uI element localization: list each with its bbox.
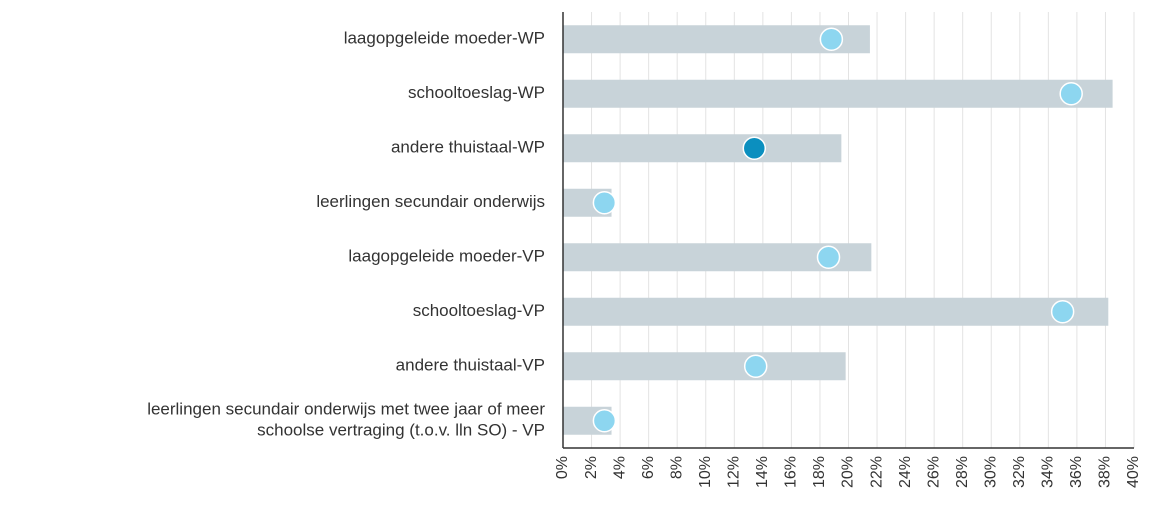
x-tick-label: 2%	[583, 456, 600, 479]
y-tick-label: schooltoeslag-VP	[413, 301, 545, 320]
x-tick-label: 38%	[1097, 456, 1114, 488]
x-tick-label: 30%	[982, 456, 999, 488]
y-tick-label: andere thuistaal-WP	[391, 138, 545, 157]
x-tick-label: 4%	[611, 456, 628, 479]
x-tick-label: 14%	[754, 456, 771, 488]
bar	[563, 297, 1109, 326]
dot	[816, 245, 841, 269]
x-tick-label: 8%	[668, 456, 685, 479]
y-tick-label: schooltoeslag-WP	[408, 83, 545, 102]
x-tick-label: 24%	[897, 456, 914, 488]
bar	[563, 79, 1113, 108]
x-tick-label: 6%	[640, 456, 657, 479]
y-tick-label: leerlingen secundair onderwijs met twee …	[147, 400, 545, 440]
dot	[1050, 300, 1075, 324]
dot	[1059, 82, 1083, 106]
y-tick-label: laagopgeleide moeder-WP	[344, 29, 545, 48]
x-tick-label: 20%	[840, 456, 857, 488]
y-tick-label-line: schoolse vertraging (t.o.v. lln SO) - VP	[257, 421, 545, 440]
x-tick-label: 0%	[554, 456, 571, 479]
x-tick-label: 16%	[783, 456, 800, 488]
x-tick-label: 32%	[1011, 456, 1028, 488]
bar	[563, 134, 842, 163]
dot	[819, 27, 844, 51]
x-tick-label: 22%	[868, 456, 885, 488]
y-tick-label: andere thuistaal-VP	[396, 356, 545, 375]
x-tick-label: 28%	[954, 456, 971, 488]
x-tick-label: 36%	[1068, 456, 1085, 488]
bar	[563, 352, 846, 381]
x-tick-label: 18%	[811, 456, 828, 488]
x-tick-label: 10%	[697, 456, 714, 488]
y-tick-label-line: leerlingen secundair onderwijs met twee …	[147, 400, 545, 419]
bar	[563, 25, 870, 54]
x-tick-label: 40%	[1125, 456, 1142, 488]
dot	[742, 136, 767, 160]
x-tick-label: 12%	[726, 456, 743, 488]
dot	[743, 354, 768, 378]
y-tick-label: laagopgeleide moeder-VP	[348, 247, 545, 266]
y-tick-label: leerlingen secundair onderwijs	[316, 192, 545, 211]
dot	[592, 409, 617, 433]
x-tick-label: 26%	[925, 456, 942, 488]
dot	[592, 191, 617, 215]
x-tick-label: 34%	[1040, 456, 1057, 488]
